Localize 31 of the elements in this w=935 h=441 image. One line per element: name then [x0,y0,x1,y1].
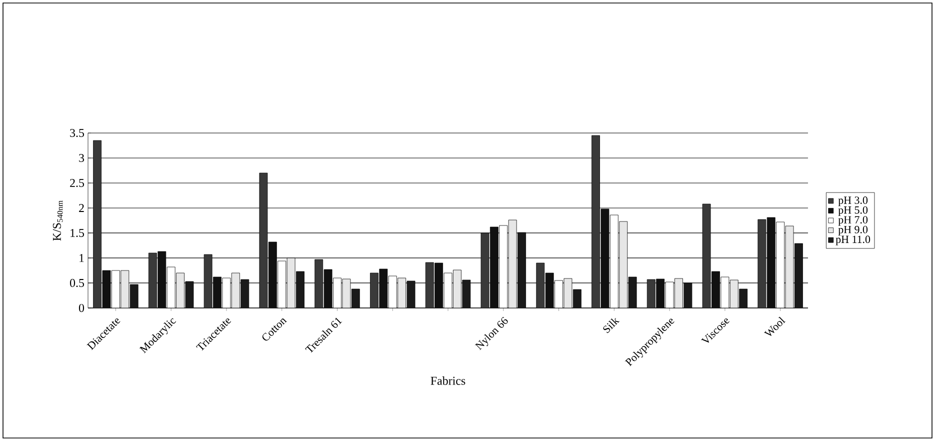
bar [148,252,157,308]
y-tick-label: 0 [78,304,84,312]
bar [518,232,526,308]
bar [296,271,304,308]
x-tick-label: Silk [603,318,620,334]
y-tick-label: 1.5 [70,228,84,238]
bar [462,280,471,308]
y-tick-label: 0.5 [70,278,84,288]
legend-label: pH 9.0 [838,226,868,236]
bar [314,259,324,308]
bar [794,243,803,308]
y-tick-label: 1 [80,254,84,262]
y-tick-label: 3 [79,154,84,162]
bar [240,279,250,308]
legend-label: pH 11.0 [836,236,870,246]
bar [758,219,766,308]
legend-label: pH 5.0 [838,206,868,216]
bar [370,272,378,308]
bar [646,279,656,308]
y-tick-label: 2.5 [70,178,84,188]
y-tick-label: 2 [79,204,84,212]
bar [536,262,545,308]
y-tick-label: 3.5 [70,128,84,138]
x-axis-title: Fabrics [430,376,466,385]
bar [93,140,102,308]
bar [130,284,138,308]
bar [425,262,434,308]
y-axis-title: K/S$_{540nm}$ [52,200,63,241]
bar [592,135,600,308]
legend-label: pH 7.0 [838,216,868,226]
legend-label: pH 3.0 [838,196,868,206]
